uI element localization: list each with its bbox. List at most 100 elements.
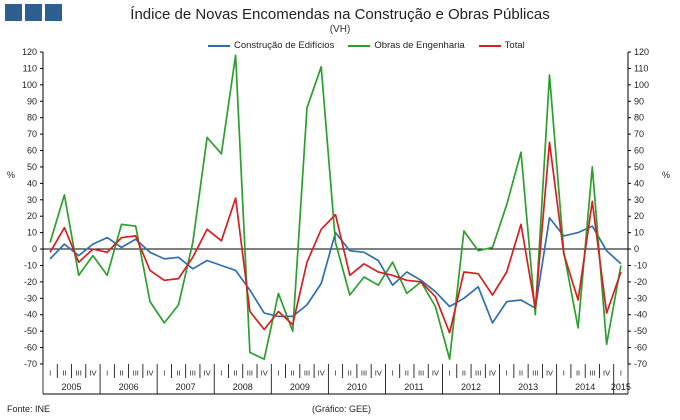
legend-item-engineering: Obras de Engenharia xyxy=(348,40,465,51)
y-tick-label-right: -40 xyxy=(634,310,647,320)
quarter-label: IV xyxy=(89,369,96,378)
quarter-label: IV xyxy=(546,369,553,378)
y-tick-label-left: 80 xyxy=(27,113,37,123)
y-tick-label-left: -40 xyxy=(24,310,37,320)
credit-note: (Gráfico: GEE) xyxy=(312,404,372,414)
quarter-label: II xyxy=(519,369,523,378)
legend-label-building: Construção de Edifícios xyxy=(234,40,335,51)
y-tick-label-left: 40 xyxy=(27,178,37,188)
y-tick-label-left: -70 xyxy=(24,359,37,369)
y-tick-label-right: 100 xyxy=(634,80,649,90)
legend-swatch-total xyxy=(478,44,501,47)
y-tick-label-left: 0 xyxy=(32,244,37,254)
quarter-label: IV xyxy=(261,369,268,378)
series-line-total xyxy=(49,141,622,334)
quarter-label: II xyxy=(291,369,295,378)
y-axis-label-left: % xyxy=(7,170,15,180)
year-label: 2006 xyxy=(119,382,139,392)
logo-block xyxy=(45,4,62,21)
y-tick-label-right: 30 xyxy=(634,195,644,205)
y-tick-label-left: 30 xyxy=(27,195,37,205)
legend-swatch-building xyxy=(208,44,230,47)
quarter-label: IV xyxy=(432,369,439,378)
quarter-label: III xyxy=(361,369,367,378)
quarter-label: IV xyxy=(146,369,153,378)
y-tick-label-left: 110 xyxy=(23,63,37,73)
y-tick-label-right: 60 xyxy=(634,146,644,156)
quarter-label: II xyxy=(62,369,66,378)
y-tick-label-left: -50 xyxy=(24,326,37,336)
legend-label-total: Total xyxy=(504,40,525,51)
y-tick-label-right: -20 xyxy=(634,277,647,287)
y-tick-label-right: -10 xyxy=(634,260,647,270)
y-tick-label-left: -10 xyxy=(24,260,37,270)
year-label: 2009 xyxy=(290,382,310,392)
quarter-label: III xyxy=(475,369,481,378)
y-tick-label-left: 90 xyxy=(27,96,37,106)
y-tick-label-right: 110 xyxy=(634,63,648,73)
quarter-label: II xyxy=(119,369,123,378)
y-tick-label-right: -70 xyxy=(634,359,647,369)
quarter-label: III xyxy=(190,369,196,378)
y-tick-label-right: 0 xyxy=(634,244,639,254)
y-tick-label-left: -20 xyxy=(24,277,37,287)
y-tick-label-left: 100 xyxy=(22,80,37,90)
quarter-label: II xyxy=(176,369,180,378)
quarter-label: III xyxy=(247,369,253,378)
legend-swatch-engineering xyxy=(348,44,371,47)
y-tick-label-left: 120 xyxy=(22,47,37,57)
year-label: 2013 xyxy=(518,382,538,392)
quarter-label: I xyxy=(334,369,336,378)
y-tick-label-right: -30 xyxy=(634,293,647,303)
y-tick-label-left: 10 xyxy=(27,228,37,238)
quarter-label: I xyxy=(49,369,51,378)
quarter-label: II xyxy=(576,369,580,378)
quarter-label: III xyxy=(418,369,424,378)
quarter-label: II xyxy=(462,369,466,378)
y-tick-label-left: 50 xyxy=(27,162,37,172)
y-tick-label-right: 70 xyxy=(634,129,644,139)
brand-logo xyxy=(5,4,62,21)
quarter-label: II xyxy=(348,369,352,378)
year-label: 2015 xyxy=(611,382,631,392)
y-tick-label-right: 20 xyxy=(634,211,644,221)
y-tick-label-left: 70 xyxy=(27,129,37,139)
chart-title: Índice de Novas Encomendas na Construção… xyxy=(130,6,550,23)
series-line-engineering xyxy=(49,54,622,360)
legend: Construção de Edifícios Obras de Engenha… xyxy=(208,40,525,51)
year-label: 2011 xyxy=(404,382,423,392)
y-tick-label-right: 10 xyxy=(634,228,644,238)
y-tick-label-right: 40 xyxy=(634,178,644,188)
legend-item-total: Total xyxy=(478,40,525,51)
quarter-label: I xyxy=(449,369,451,378)
y-tick-label-right: 80 xyxy=(634,113,644,123)
year-label: 2010 xyxy=(347,382,367,392)
year-label: 2008 xyxy=(233,382,253,392)
quarter-label: III xyxy=(589,369,595,378)
quarter-label: I xyxy=(563,369,565,378)
year-label: 2007 xyxy=(176,382,196,392)
y-tick-label-right: 90 xyxy=(634,96,644,106)
quarter-label: I xyxy=(220,369,222,378)
legend-item-building: Construção de Edifícios xyxy=(208,40,334,51)
quarter-label: III xyxy=(133,369,139,378)
legend-label-engineering: Obras de Engenharia xyxy=(374,40,465,51)
source-note: Fonte: INE xyxy=(7,404,51,414)
y-tick-label-right: -60 xyxy=(634,343,647,353)
quarter-label: II xyxy=(405,369,409,378)
y-axis-label-right: % xyxy=(662,170,670,180)
year-label: 2012 xyxy=(461,382,481,392)
logo-block xyxy=(25,4,42,21)
quarter-label: III xyxy=(304,369,310,378)
y-tick-label-right: 50 xyxy=(634,162,644,172)
y-tick-label-right: -50 xyxy=(634,326,647,336)
quarter-label: I xyxy=(392,369,394,378)
y-tick-label-left: -30 xyxy=(24,293,37,303)
quarter-label: III xyxy=(76,369,82,378)
quarter-label: I xyxy=(506,369,508,378)
y-tick-label-left: -60 xyxy=(24,343,37,353)
quarter-label: IV xyxy=(318,369,325,378)
y-tick-label-left: 60 xyxy=(27,146,37,156)
quarter-label: I xyxy=(277,369,279,378)
